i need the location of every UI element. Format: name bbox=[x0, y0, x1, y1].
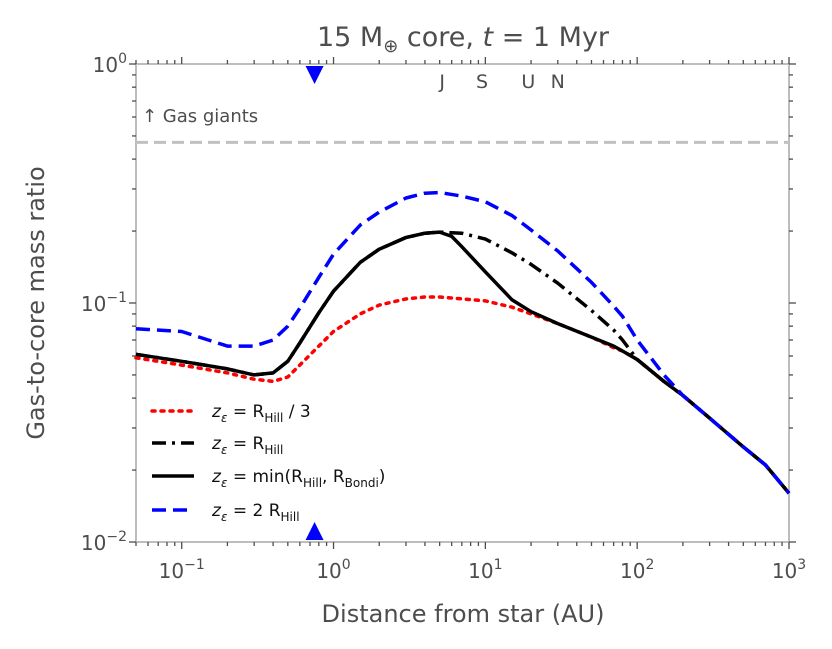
gas-giant-label: ↑ Gas giants bbox=[142, 106, 258, 127]
y-tick-label: 100 bbox=[93, 51, 127, 77]
x-tick-label: 10−1 bbox=[159, 557, 205, 583]
marker-triangle-bottom bbox=[305, 522, 324, 540]
legend-label-third: zε = RHill / 3 bbox=[211, 402, 311, 425]
x-tick-label: 100 bbox=[316, 557, 350, 583]
position-markers bbox=[305, 66, 324, 540]
planet-label-u: U bbox=[521, 71, 535, 93]
planet-label-j: J bbox=[438, 71, 445, 93]
legend-label-min: zε = min(RHill, RBondi) bbox=[211, 467, 385, 490]
x-axis-label: Distance from star (AU) bbox=[322, 600, 605, 628]
planet-label-n: N bbox=[551, 71, 565, 93]
gas-giant-threshold: ↑ Gas giants bbox=[136, 106, 789, 144]
series-line-hill bbox=[135, 230, 791, 495]
series-lines bbox=[134, 190, 791, 495]
series-line-double bbox=[135, 190, 791, 495]
legend-label-hill: zε = RHill bbox=[211, 434, 283, 457]
x-tick-label: 103 bbox=[772, 557, 806, 583]
legend: zε = RHill / 3 zε = RHill zε = min(RHill, … bbox=[150, 402, 385, 524]
marker-triangle-top bbox=[305, 66, 324, 84]
legend-label-double: zε = 2 RHill bbox=[211, 501, 300, 524]
y-tick-label: 10−1 bbox=[81, 290, 127, 316]
axis-ticks: 10−2 10−1 100 10−1 100 101 102 103 bbox=[81, 51, 806, 583]
x-tick-label: 101 bbox=[468, 557, 502, 583]
chart-title: 15 M⊕ core, t = 1 Myr bbox=[317, 22, 610, 57]
y-tick-label: 10−2 bbox=[81, 529, 127, 555]
planet-label-s: S bbox=[476, 71, 488, 93]
x-tick-label: 102 bbox=[620, 557, 654, 583]
y-axis-label: Gas-to-core mass ratio bbox=[22, 166, 50, 439]
series-line-third bbox=[134, 295, 791, 495]
series-line-min bbox=[135, 230, 791, 495]
